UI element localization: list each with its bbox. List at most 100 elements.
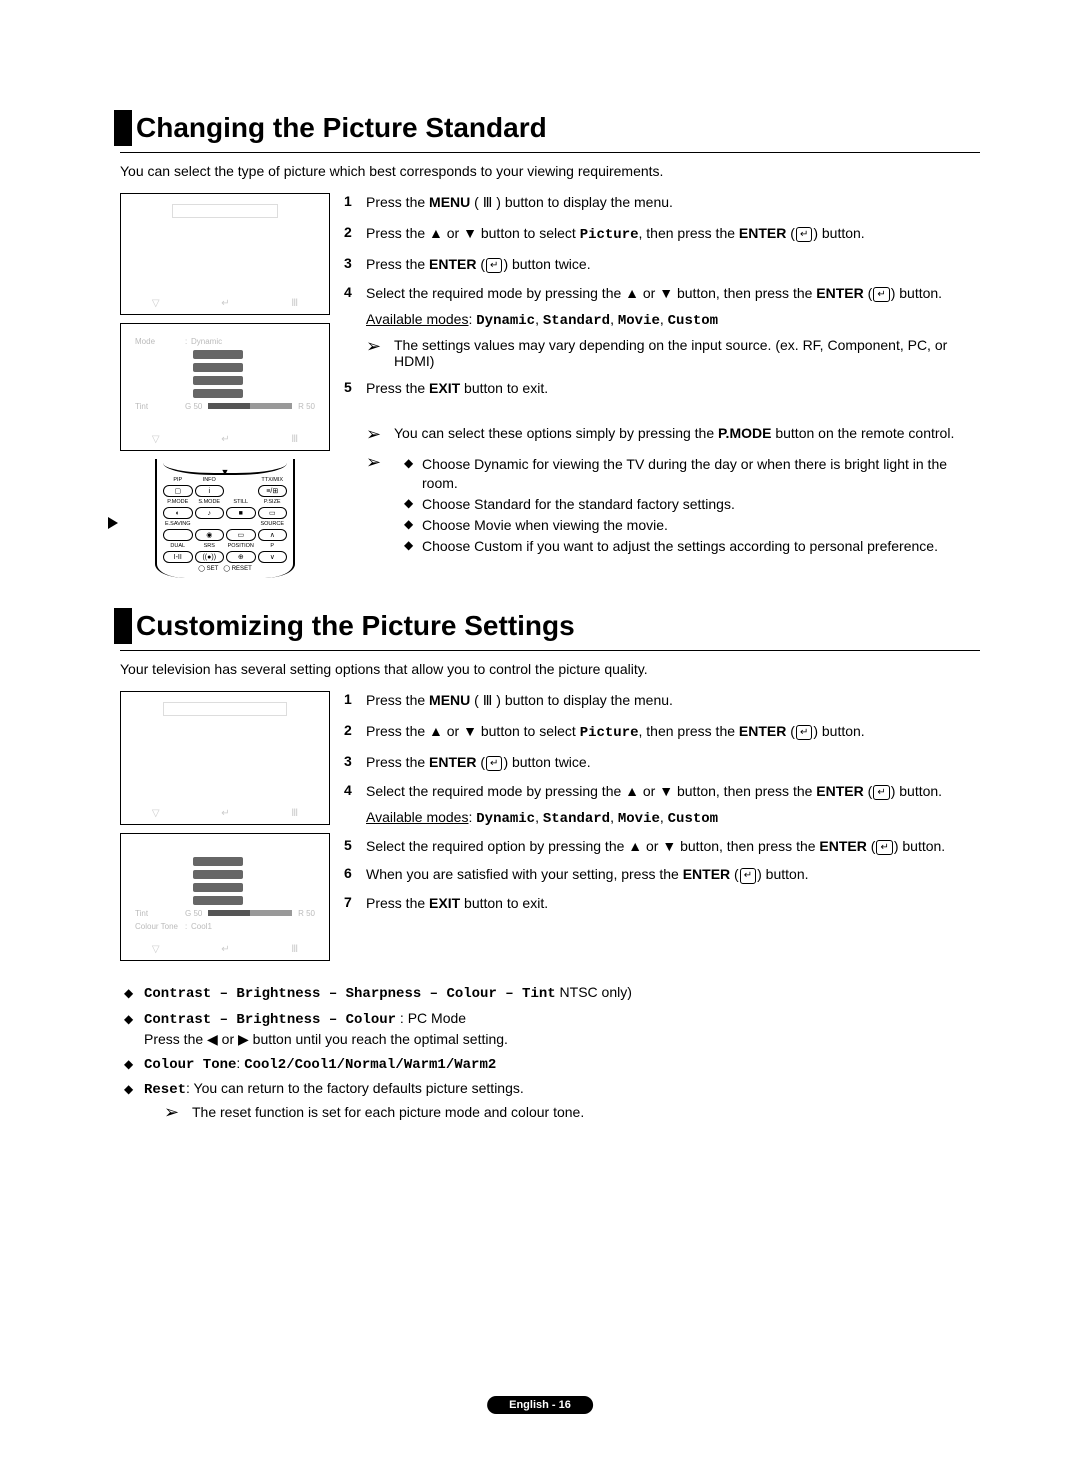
nav-icon: Ⅲ [291,434,298,445]
mode-bullet-list: Choose Dynamic for viewing the TV during… [394,453,980,557]
step-text: Select the required option by pressing t… [366,837,980,856]
step-number: 3 [344,753,366,772]
section2-title: Customizing the Picture Settings [136,608,575,644]
menu-icon [483,692,493,708]
nav-icon: ↵ [221,808,229,819]
step-number: 1 [344,193,366,214]
section2-bottom-bullets: Contrast – Brightness – Sharpness – Colo… [120,983,980,1123]
tint-g: G 50 [185,402,202,411]
remote-figure: ▼ PIP INFO TTX/MIX ▢ i ≡/⊞ P.MODE S.MODE… [155,459,295,578]
step-text: Press the ENTER (↵) button twice. [366,255,980,274]
step-text: Select the required mode by pressing the… [366,782,980,801]
enter-icon: ↵ [740,868,756,884]
osd-tint-label: Tint [135,402,185,411]
section2-steps: 1 Press the MENU ( ) button to display t… [344,691,980,969]
section2-heading: Customizing the Picture Settings [114,608,980,644]
step-number: 2 [344,722,366,743]
nav-icon: ▽ [152,808,160,819]
osd-menu-2: Mode : Dynamic Tint G 50 R 50 ▽ ↵ Ⅲ [120,323,330,451]
arrow-icon: ➢ [366,337,394,369]
manual-page: Changing the Picture Standard You can se… [0,0,1080,1474]
arrow-icon: ➢ [366,425,394,443]
step-number: 6 [344,865,366,884]
section1-steps: 1 Press the MENU ( ) button to display t… [344,193,980,578]
osd-menu-1: ▽ ↵ Ⅲ [120,193,330,315]
available-modes: Available modes: Dynamic, Standard, Movi… [366,311,980,329]
list-item: Choose Dynamic for viewing the TV during… [422,455,980,493]
step-text: Press the ▲ or ▼ button to select Pictur… [366,722,980,743]
step-number: 5 [344,379,366,398]
title-accent-bar [114,110,132,146]
step-text: Press the EXIT button to exit. [366,894,980,913]
step-number: 1 [344,691,366,712]
section1-heading: Changing the Picture Standard [114,110,980,146]
reset-note: ➢ The reset function is set for each pic… [164,1103,980,1123]
nav-icon: Ⅲ [291,808,298,819]
osd-menu-3: ▽ ↵ Ⅲ [120,691,330,825]
nav-icon: ↵ [221,944,229,955]
nav-icon: ↵ [221,298,229,309]
nav-icon: ▽ [152,434,160,445]
note-input-source: ➢ The settings values may vary depending… [366,337,980,369]
nav-icon: ↵ [221,434,229,445]
enter-icon: ↵ [876,840,892,856]
list-item: Choose Movie when viewing the movie. [422,516,980,535]
list-item: Contrast – Brightness – Sharpness – Colo… [144,983,980,1005]
step-text: Press the EXIT button to exit. [366,379,980,398]
step-text: Press the MENU ( ) button to display the… [366,193,980,214]
step-number: 7 [344,894,366,913]
osd-ctone-label: Colour Tone [135,922,185,931]
osd-mode-value: Dynamic [191,337,222,346]
enter-icon: ↵ [873,785,889,801]
tint-r: R 50 [298,909,315,918]
step-number: 5 [344,837,366,856]
step-number: 4 [344,782,366,801]
divider [120,152,980,153]
enter-icon: ↵ [796,227,812,243]
enter-icon: ↵ [796,725,812,741]
list-item: Colour Tone: Cool2/Cool1/Normal/Warm1/Wa… [144,1054,980,1076]
tint-g: G 50 [185,909,202,918]
step-text: Select the required mode by pressing the… [366,284,980,303]
section1-figures: ▽ ↵ Ⅲ Mode : Dynamic Tint G 50 [120,193,330,578]
list-item: Choose Custom if you want to adjust the … [422,537,980,556]
step-number: 3 [344,255,366,274]
menu-icon [483,194,493,210]
step-text: When you are satisfied with your setting… [366,865,980,884]
nav-icon: Ⅲ [291,944,298,955]
enter-icon: ↵ [486,756,502,772]
arrow-icon: ➢ [164,1103,192,1123]
list-item: Reset: You can return to the factory def… [144,1079,980,1122]
list-item: Contrast – Brightness – Colour : PC Mode… [144,1009,980,1050]
step-number: 4 [344,284,366,303]
title-accent-bar [114,608,132,644]
list-item: Choose Standard for the standard factory… [422,495,980,514]
osd-menu-4: Tint G 50 R 50 Colour Tone : Cool1 ▽ ↵ Ⅲ [120,833,330,961]
available-modes: Available modes: Dynamic, Standard, Movi… [366,809,980,827]
note-pmode: ➢ You can select these options simply by… [366,425,980,443]
pointer-icon [108,517,118,529]
tint-r: R 50 [298,402,315,411]
osd-mode-label: Mode [135,337,185,346]
section2-figures: ▽ ↵ Ⅲ Tint G 50 R 50 Colour Tone [120,691,330,969]
section1-content: ▽ ↵ Ⅲ Mode : Dynamic Tint G 50 [120,193,980,578]
step-number: 2 [344,224,366,245]
nav-icon: ▽ [152,298,160,309]
step-text: Press the MENU ( ) button to display the… [366,691,980,712]
section2-content: ▽ ↵ Ⅲ Tint G 50 R 50 Colour Tone [120,691,980,969]
section1-title: Changing the Picture Standard [136,110,547,146]
page-footer: English - 16 [487,1396,593,1414]
enter-icon: ↵ [873,287,889,303]
arrow-icon: ➢ [366,453,394,557]
enter-icon: ↵ [486,258,502,274]
osd-ctone-value: Cool1 [191,922,212,931]
osd-tint-label: Tint [135,909,185,918]
divider [120,650,980,651]
note-mode-details: ➢ Choose Dynamic for viewing the TV duri… [366,453,980,557]
nav-icon: ▽ [152,944,160,955]
nav-icon: Ⅲ [291,298,298,309]
step-text: Press the ▲ or ▼ button to select Pictur… [366,224,980,245]
step-text: Press the ENTER (↵) button twice. [366,753,980,772]
section2-intro: Your television has several setting opti… [120,661,980,677]
section1-intro: You can select the type of picture which… [120,163,980,179]
